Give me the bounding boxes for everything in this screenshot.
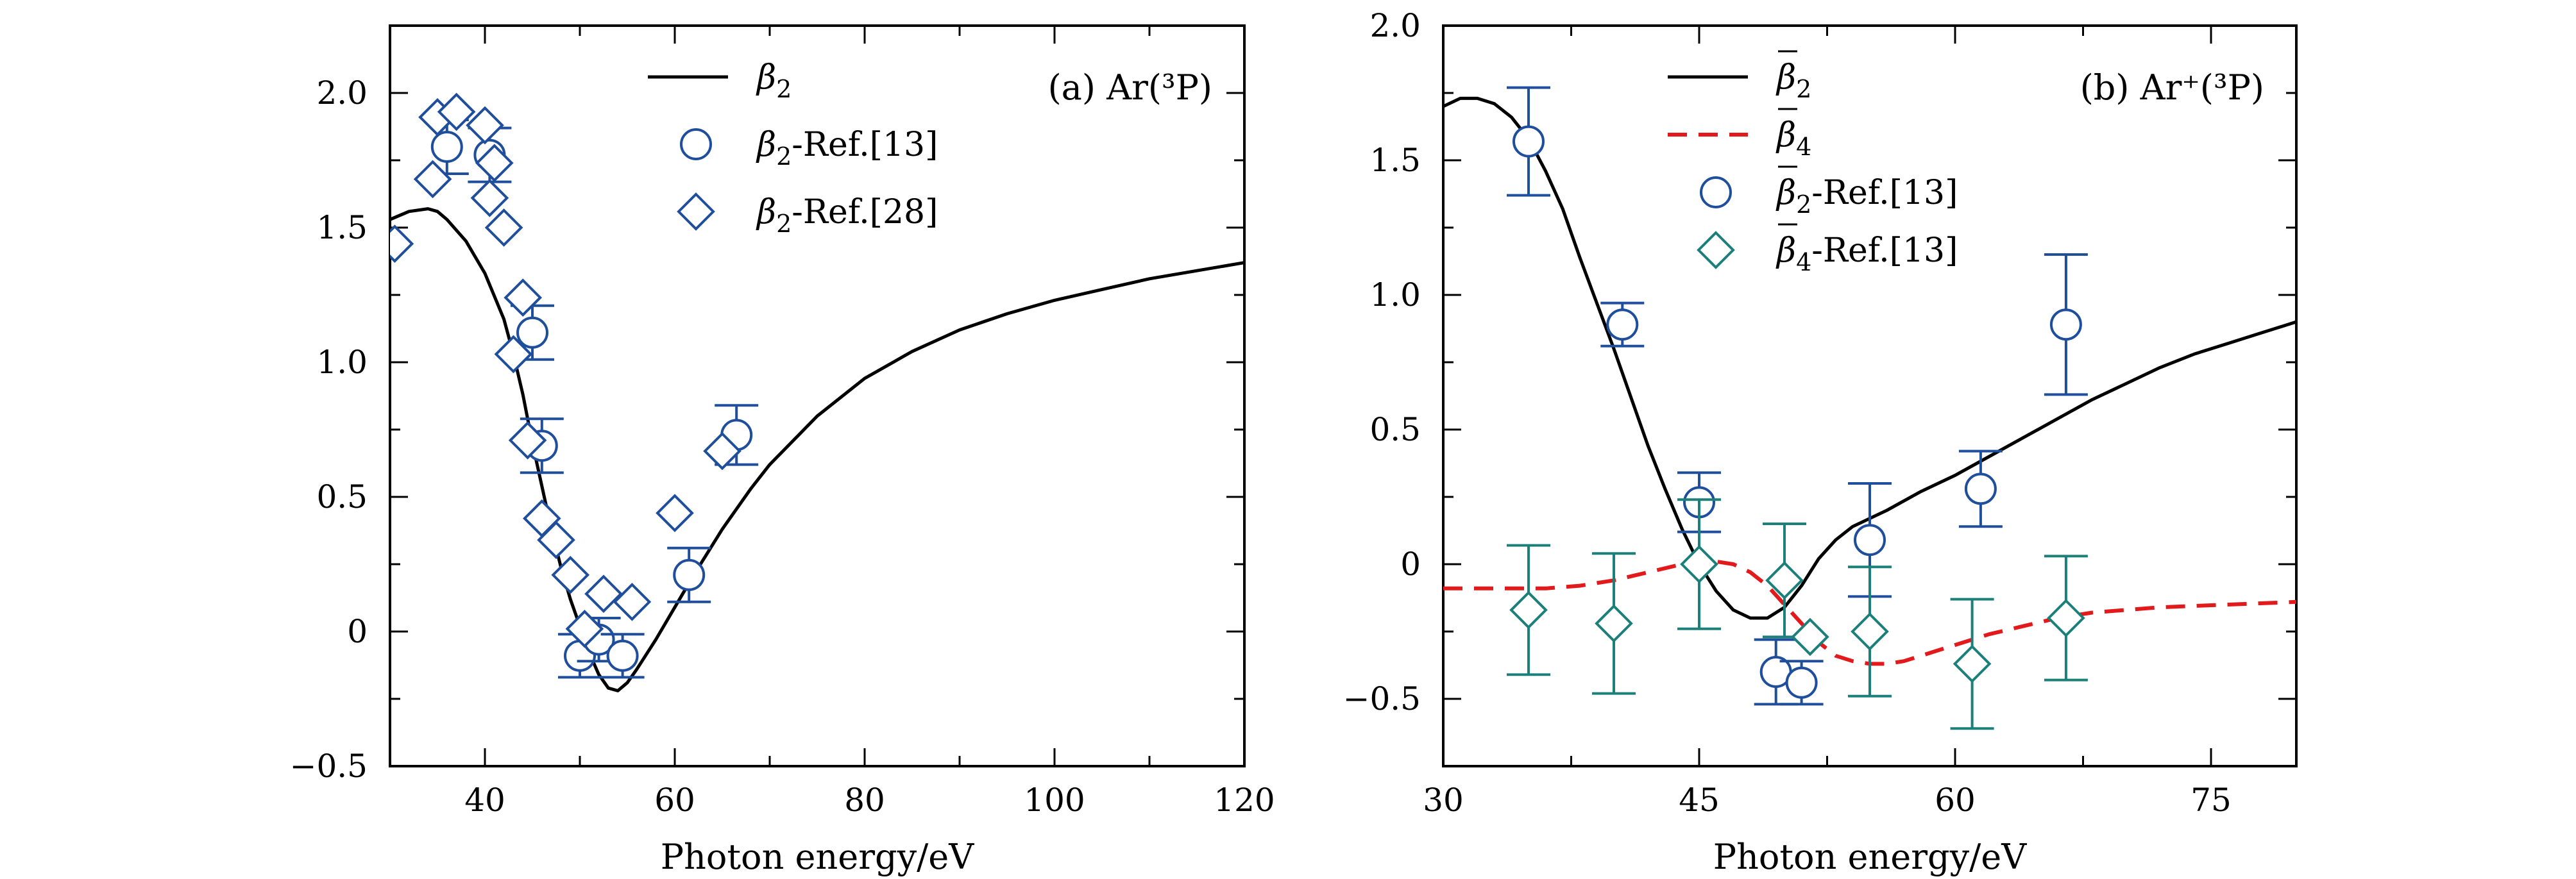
data-point [656,494,694,533]
data-point [1851,612,1889,651]
plot-frame [389,24,1246,767]
legend-entry: β2-Ref.[13] [1700,165,1958,219]
legend-label: β2-Ref.[28] [756,193,938,238]
data-point [390,224,414,264]
legend-label: β2-Ref.[13] [1775,174,1958,219]
legend-label: β4 [1775,116,1811,161]
legend-entry: β2 [1668,50,1811,103]
data-point [2047,599,2085,637]
legend-label: β2-Ref.[13] [756,126,938,171]
legend-entry: β2-Ref.[28] [677,192,938,238]
data-point [537,521,575,560]
data-point [1595,604,1633,643]
data-point [613,582,652,621]
x-tick-label: 40 [464,782,505,819]
y-tick-label: 2.0 [1369,7,1421,44]
series-line [1443,559,2296,666]
data-point [1964,473,1997,505]
data-point [430,131,463,163]
plot-frame [1442,24,2298,767]
legend-marker-swatch [677,192,715,231]
data-point [508,421,547,460]
x-tick-label: 45 [1679,782,1720,819]
data-point [1513,125,1545,158]
data-point [1606,308,1639,341]
legend-entry: β2 [648,58,792,103]
series-2 [1507,86,2088,706]
series-0 [390,207,1244,692]
series-0 [1443,96,2296,620]
y-tick-label: 0 [1400,546,1421,583]
data-point [2049,308,2082,341]
data-point [584,574,623,614]
x-tick-label: 60 [1935,782,1976,819]
y-tick-label: 0.5 [316,478,368,515]
legend-label: β4-Ref.[13] [1775,231,1958,276]
data-point [466,106,504,145]
y-tick-label: 1.0 [316,344,368,381]
data-point [703,431,741,471]
data-point [494,335,533,374]
series-line [390,207,1244,692]
data-point [504,278,543,317]
x-axis-title: Photon energy/eV [661,837,975,877]
data-point [606,639,639,672]
data-point [475,144,514,183]
legend-marker-swatch [680,128,712,160]
data-point [437,92,476,131]
legend-marker-swatch [1697,231,1735,269]
plot-area [390,92,1244,692]
panel-label: (a) Ar(³P) [1048,67,1212,108]
plot-area [1443,86,2296,730]
series-2 [390,92,741,648]
data-point [470,178,509,217]
data-point [1953,644,1992,683]
chart-panel-b: 30 45 60 75 −0.5 0 0.5 1.0 1.5 2.0 Photon energy/e… [1343,7,2298,877]
data-point [1680,545,1718,583]
data-point [1509,590,1548,630]
data-point [673,558,706,591]
y-tick-label: −0.5 [290,748,368,785]
panel-label: (b) Ar⁺(³P) [2080,67,2264,108]
data-point [1785,666,1818,699]
series-1 [1443,559,2296,666]
x-tick-label: 30 [1423,782,1464,819]
legend: β2 β4 β2-Ref.[13] β4-Ref.[13] [1668,50,1958,276]
legend-entry: β4 [1668,108,1811,161]
data-point [565,609,604,648]
y-tick-label: 0.5 [1369,411,1421,448]
data-point [413,160,452,199]
legend-marker-swatch [1700,176,1732,208]
data-point [551,555,590,594]
data-point [1765,561,1804,600]
legend-label: β2 [1775,58,1811,103]
series-1 [425,119,759,679]
y-tick-label: −0.5 [1343,680,1421,717]
y-tick-label: 1.5 [1369,142,1421,179]
series-3 [1507,498,2088,730]
x-tick-label: 75 [2190,782,2232,819]
x-tick-label: 80 [844,782,885,819]
series-line [1443,96,2296,620]
legend: β2 β2-Ref.[13] β2-Ref.[28] [648,58,938,238]
legend-entry: β2-Ref.[13] [680,126,938,171]
y-tick-label: 1.5 [316,209,368,246]
chart-panel-a: 40 60 80 100 120 −0.5 0 0.5 1.0 1.5 2.0 Photon ener… [290,24,1275,877]
legend-entry: β4-Ref.[13] [1697,223,1958,276]
legend-label: β2 [756,58,792,103]
x-tick-label: 100 [1024,782,1085,819]
x-axis-title: Photon energy/eV [1713,837,2028,877]
y-tick-label: 1.0 [1369,276,1421,314]
data-point [484,208,523,247]
data-point [1854,524,1886,557]
x-tick-label: 120 [1214,782,1275,819]
y-tick-label: 2.0 [316,74,368,112]
x-tick-label: 60 [654,782,695,819]
data-point [516,316,548,349]
data-point [1791,617,1829,657]
y-tick-label: 0 [347,613,368,650]
